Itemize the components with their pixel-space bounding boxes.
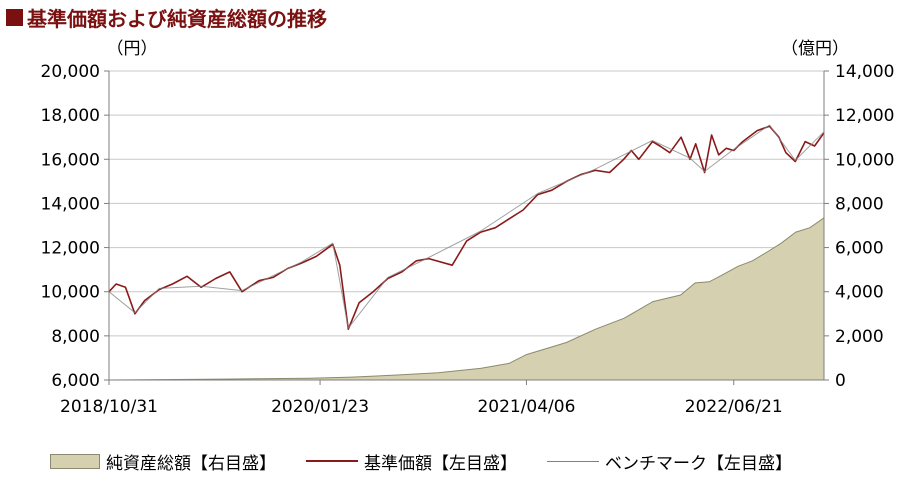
series-area-net-assets [108, 216, 825, 381]
chart-title-text: 基準価額および純資産総額の推移 [27, 6, 327, 31]
title-square-icon [6, 8, 23, 26]
legend-item-benchmark: ベンチマーク【左目盛】 [547, 449, 792, 474]
legend-label-nav: 基準価額【左目盛】 [364, 453, 517, 474]
legend-swatch-nav-line [306, 460, 358, 462]
y-left-tick-label: 16,000 [41, 150, 100, 170]
y-left-tick-label: 12,000 [41, 239, 100, 259]
y-right-tick-label: 2,000 [835, 327, 884, 347]
x-tick-label: 2022/06/21 [685, 397, 783, 417]
y-left-tick-label: 10,000 [41, 283, 100, 303]
y-right-tick-label: 6,000 [835, 239, 884, 259]
y-left-tick-label: 18,000 [41, 106, 100, 126]
legend-swatch-area [50, 453, 100, 469]
series-line-benchmark [108, 124, 825, 329]
y-right-tick-label: 12,000 [835, 106, 894, 126]
series-line-nav [108, 125, 825, 330]
chart-title: 基準価額および純資産総額の推移 [6, 2, 327, 32]
y-left-tick-label: 8,000 [51, 327, 100, 347]
y-right-tick-label: 10,000 [835, 150, 894, 170]
y-right-tick-label: 14,000 [835, 62, 894, 82]
y-right-tick-label: 0 [835, 371, 846, 391]
y-right-tick-label: 4,000 [835, 283, 884, 303]
y-left-tick-label: 6,000 [51, 371, 100, 391]
y-right-tick-label: 8,000 [835, 194, 884, 214]
legend-label-net-assets: 純資産総額【右目盛】 [106, 453, 276, 474]
legend: 純資産総額【右目盛】 基準価額【左目盛】 ベンチマーク【左目盛】 [50, 448, 822, 474]
y-left-tick-label: 20,000 [41, 62, 100, 82]
legend-swatch-benchmark-line [547, 460, 599, 462]
legend-item-net-assets: 純資産総額【右目盛】 [50, 449, 276, 474]
x-tick-label: 2018/10/31 [60, 397, 158, 417]
legend-item-nav: 基準価額【左目盛】 [306, 449, 517, 474]
y-right-unit-label: （億円） [781, 39, 849, 59]
y-left-tick-label: 14,000 [41, 194, 100, 214]
x-tick-label: 2020/01/23 [271, 397, 369, 417]
y-left-unit-label: （円） [107, 39, 158, 59]
chart-plot: 6,000 0 8,000 2,000 10,000 4,000 12,000 6,000 14… [41, 39, 895, 417]
legend-label-benchmark: ベンチマーク【左目盛】 [605, 453, 792, 474]
x-tick-label: 2021/04/06 [477, 397, 575, 417]
